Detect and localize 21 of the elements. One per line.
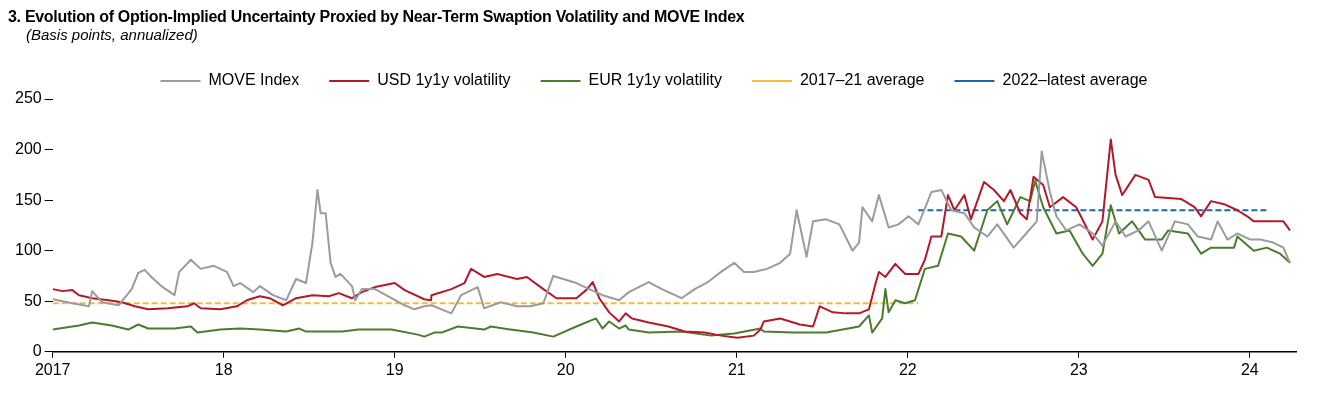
- x-tick-label: 19: [385, 360, 404, 378]
- y-tick-label: 150: [14, 190, 42, 208]
- x-tick-label: 20: [556, 360, 575, 378]
- legend-label: EUR 1y1y volatility: [588, 71, 722, 89]
- y-tick-label: 250: [14, 89, 42, 107]
- chart-subtitle: (Basis points, annualized): [26, 26, 199, 43]
- x-tick-label: 22: [898, 360, 917, 378]
- legend-label: MOVE Index: [208, 71, 300, 89]
- chart-title: 3. Evolution of Option-Implied Uncertainty Proxied by Near-Term Swaption Volatility and MOVE Index: [8, 8, 746, 26]
- legend-label: USD 1y1y volatility: [377, 71, 511, 89]
- x-tick-label: 21: [727, 360, 746, 378]
- legend-label: 2017–21 average: [799, 71, 925, 89]
- y-tick-label: 0: [32, 342, 42, 360]
- y-tick-label: 200: [14, 139, 42, 157]
- x-tick-label: 23: [1069, 360, 1088, 378]
- x-tick-label: 24: [1240, 360, 1259, 378]
- x-tick-label: 18: [214, 360, 233, 378]
- y-tick-label: 50: [23, 291, 42, 309]
- legend-label: 2022–latest average: [1002, 71, 1148, 89]
- y-tick-label: 100: [14, 241, 42, 259]
- x-tick-label: 2017: [34, 360, 71, 378]
